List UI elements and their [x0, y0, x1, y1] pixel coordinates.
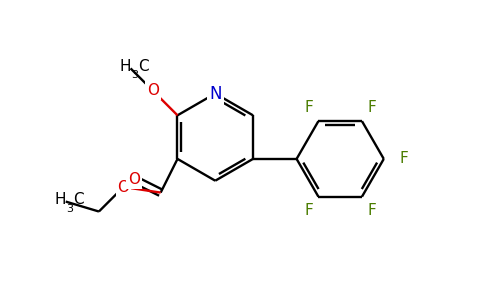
Text: F: F [304, 203, 313, 218]
Text: O: O [118, 179, 129, 194]
Text: O: O [128, 172, 140, 187]
Text: F: F [399, 152, 408, 166]
Text: F: F [367, 100, 376, 115]
Text: N: N [209, 85, 222, 103]
Text: C: C [74, 192, 84, 207]
Text: F: F [367, 203, 376, 218]
Text: H: H [119, 59, 131, 74]
Text: C: C [138, 59, 149, 74]
Text: O: O [147, 83, 159, 98]
Text: H: H [54, 192, 66, 207]
Text: F: F [304, 100, 313, 115]
Text: 3: 3 [132, 70, 138, 80]
Text: 3: 3 [67, 203, 74, 214]
